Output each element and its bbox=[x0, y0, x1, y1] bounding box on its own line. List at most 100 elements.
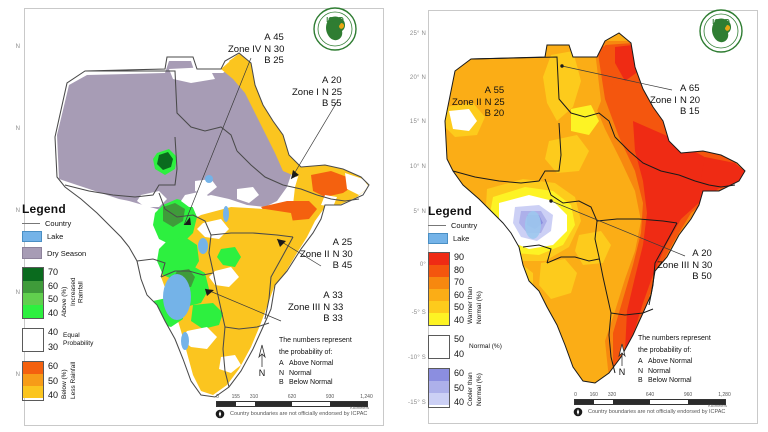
prob-value-a: 20 bbox=[701, 248, 712, 259]
igad-logo: IGAD bbox=[698, 8, 744, 54]
ramp-value: 40 bbox=[454, 349, 465, 359]
note-key: B bbox=[638, 377, 643, 384]
ramp-bars bbox=[22, 328, 44, 352]
legend-label: Dry Season bbox=[47, 248, 87, 258]
ramp-values: 60 50 40 bbox=[454, 368, 464, 408]
scalebar-tick: 930 bbox=[325, 394, 335, 400]
legend-ramp-above-rainfall: 70 60 50 40 Above (%) Increased Rainfall bbox=[22, 267, 132, 319]
note-row: B Below Normal bbox=[279, 378, 379, 388]
legend-item-lake: Lake bbox=[22, 231, 132, 242]
ramp-value: 50 bbox=[454, 302, 465, 313]
left-map-canvas[interactable] bbox=[25, 9, 381, 423]
left-zone-callout-1: Zone I A 20 N 25 B 55 bbox=[292, 75, 342, 110]
prob-key-a: A bbox=[264, 32, 271, 43]
note-key: A bbox=[638, 358, 643, 365]
prob-key-n: N bbox=[264, 43, 272, 55]
right-axis-y-tick: 20° N bbox=[409, 75, 426, 81]
prob-value-n: 25 bbox=[331, 86, 343, 98]
prob-key-b: B bbox=[321, 98, 329, 109]
ramp-axis-label-2: Normal (%) bbox=[475, 291, 483, 324]
svg-text:N: N bbox=[619, 367, 626, 376]
right-axis-y-tick: 15° N bbox=[409, 119, 426, 125]
ramp-axis-label-1: Below (%) bbox=[61, 369, 69, 399]
scalebar-ticks: 0 155 310 620 930 1,240 bbox=[216, 394, 373, 401]
prob-key-b: B bbox=[323, 313, 330, 324]
ramp-value: 40 bbox=[48, 390, 59, 400]
zone-name: Zone III bbox=[288, 301, 321, 313]
scalebar-tick: 1,280 bbox=[718, 392, 731, 398]
prob-key-n: N bbox=[692, 259, 700, 271]
scalebar-bar bbox=[574, 399, 726, 405]
compass-icon bbox=[215, 406, 225, 419]
prob-value-b: 33 bbox=[332, 313, 343, 324]
legend-ramp-warmer-than-normal: 90 80 70 60 50 40 Warmer than Normal (%) bbox=[428, 252, 540, 326]
note-key: N bbox=[279, 369, 285, 377]
right-axis-y-tick: 0° bbox=[419, 262, 426, 268]
right-map-probability-note: The numbers represent the probability of… bbox=[638, 334, 738, 386]
scalebar-unit: Kilometers bbox=[350, 405, 369, 410]
svg-text:IGAD: IGAD bbox=[712, 19, 730, 26]
prob-key-b: B bbox=[332, 260, 339, 271]
left-map-credit: Country boundaries are not officially en… bbox=[230, 411, 368, 417]
left-axis-y-tick: N bbox=[15, 290, 22, 296]
right-zone-callout-1: Zone I A 65 N 20 B 15 bbox=[650, 83, 700, 118]
scalebar-tick: 0 bbox=[216, 394, 219, 400]
prob-value-n: 30 bbox=[342, 248, 353, 260]
north-arrow-icon: N bbox=[254, 343, 270, 378]
left-map-scalebar: 0 155 310 620 930 1,240 Kilometers bbox=[216, 394, 373, 410]
prob-value-b: 45 bbox=[341, 260, 353, 271]
scalebar-tick: 620 bbox=[287, 394, 297, 400]
note-text: Normal bbox=[289, 369, 312, 377]
prob-value-a: 45 bbox=[273, 32, 284, 43]
svg-text:N: N bbox=[259, 368, 266, 377]
legend-title: Legend bbox=[22, 202, 66, 216]
ramp-value: 70 bbox=[48, 267, 59, 277]
ramp-value: 40 bbox=[454, 314, 465, 325]
zone-name: Zone III bbox=[657, 259, 690, 271]
ramp-axis-label-2: Normal (%) bbox=[475, 373, 483, 406]
zone-name: Zone II bbox=[300, 248, 330, 260]
right-map-canvas[interactable] bbox=[429, 11, 755, 421]
left-axis-y-tick: N bbox=[15, 372, 22, 378]
prob-key-n: N bbox=[679, 94, 687, 106]
ramp-value: 90 bbox=[454, 252, 465, 262]
legend-label: Lake bbox=[47, 232, 64, 241]
igad-logo: IGAD bbox=[312, 6, 358, 52]
ramp-value: 50 bbox=[454, 382, 465, 393]
prob-value-a: 33 bbox=[332, 290, 343, 301]
prob-key-a: A bbox=[679, 83, 687, 94]
legend-label: Lake bbox=[453, 234, 470, 243]
ramp-label: Normal (%) bbox=[469, 343, 502, 350]
legend-ramp-normal: 50 40 Normal (%) bbox=[428, 335, 540, 359]
prob-value-n: 20 bbox=[689, 94, 701, 106]
prob-key-n: N bbox=[321, 86, 329, 98]
zone-name: Zone I bbox=[292, 86, 319, 98]
note-row: N Normal bbox=[638, 367, 738, 377]
prob-value-b: 15 bbox=[688, 106, 700, 117]
scalebar-tick: 160 bbox=[589, 392, 598, 398]
legend-title: Legend bbox=[428, 204, 472, 218]
ramp-values: 50 40 bbox=[454, 335, 464, 359]
country-line-swatch bbox=[22, 223, 40, 224]
prob-key-b: B bbox=[264, 55, 271, 66]
right-axis-y-tick: 5° N bbox=[413, 209, 426, 215]
prob-value-b: 20 bbox=[493, 108, 505, 119]
prob-value-b: 55 bbox=[330, 98, 342, 109]
lake-swatch bbox=[428, 233, 448, 244]
ramp-value: 60 bbox=[454, 368, 465, 378]
prob-key-n: N bbox=[332, 248, 340, 260]
right-zone-callout-2: Zone II A 55 N 25 B 20 bbox=[452, 85, 505, 120]
right-map-scalebar: 0 160 320 640 960 1,280 Kilometers bbox=[574, 392, 731, 408]
dry-season-swatch bbox=[22, 247, 42, 259]
scalebar-tick: 640 bbox=[645, 392, 655, 398]
ramp-value: 40 bbox=[48, 307, 59, 318]
ramp-value: 50 bbox=[48, 375, 59, 386]
right-axis-y-tick: -5° S bbox=[411, 310, 426, 316]
prob-key-a: A bbox=[323, 290, 330, 301]
prob-key-b: B bbox=[484, 108, 491, 119]
legend-item-country: Country bbox=[428, 221, 540, 230]
prob-value-n: 30 bbox=[273, 43, 285, 55]
prob-value-n: 25 bbox=[494, 96, 505, 108]
ramp-bars bbox=[428, 252, 450, 326]
